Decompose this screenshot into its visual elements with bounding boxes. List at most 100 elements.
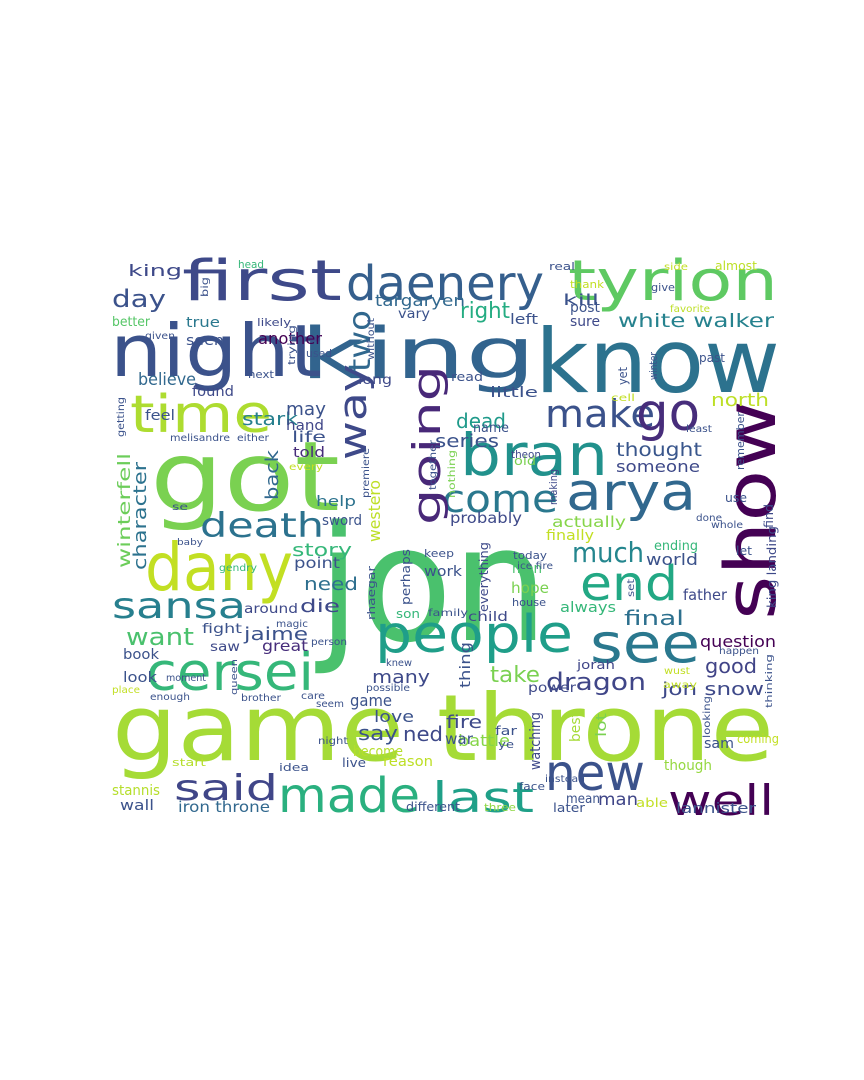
word-happen: happen: [719, 646, 759, 657]
word-north: north: [711, 390, 769, 411]
word-two: two: [343, 310, 378, 372]
word-night: night: [110, 309, 322, 393]
word-give: give: [651, 281, 675, 294]
word-premiere: premiere: [361, 448, 372, 498]
word-daenery: daenery: [346, 256, 544, 312]
word-winter: winter: [647, 352, 660, 380]
word-start: start: [172, 756, 207, 769]
word-next: next: [248, 368, 275, 381]
word-wall: wall: [120, 798, 154, 814]
word-actually: actually: [552, 513, 626, 531]
word-though: though: [664, 758, 712, 774]
word-today: today: [513, 549, 548, 562]
word-better: better: [112, 315, 151, 330]
word-watching: watching: [528, 712, 544, 770]
word-sword: sword: [322, 513, 362, 529]
word-use: use: [725, 491, 747, 505]
word-looking: looking: [702, 696, 713, 738]
word-book: book: [123, 647, 160, 663]
word-time: time: [130, 385, 272, 445]
word-live: live: [342, 756, 366, 770]
word-king-landing: king landing: [765, 526, 779, 608]
word-cell: cell: [611, 393, 635, 404]
word-queen: queen: [230, 659, 240, 695]
word-either: either: [237, 433, 270, 444]
word-white-walker: white walker: [618, 310, 774, 332]
word-remember: remember: [734, 412, 747, 470]
word-true: true: [186, 315, 220, 331]
word-person: person: [311, 637, 347, 648]
word-theon: theon: [511, 448, 541, 461]
word-read: read: [451, 370, 483, 384]
word-brother: brother: [241, 693, 282, 704]
word-made: made: [278, 768, 420, 824]
word-let: let: [736, 544, 752, 558]
word-well: well: [668, 776, 774, 825]
word-name: name: [473, 421, 509, 436]
word-fire: fire: [446, 712, 482, 733]
word-everything: everything: [477, 542, 491, 612]
word-big: big: [200, 277, 211, 297]
word-lannister: lannister: [676, 801, 756, 817]
word-become: become: [353, 744, 403, 760]
word-perhaps: perhaps: [399, 549, 413, 605]
word-care: care: [301, 691, 325, 702]
word-final: final: [624, 606, 684, 630]
word-arya: arya: [566, 463, 696, 523]
word-three: three: [484, 801, 516, 814]
word-another: another: [258, 329, 322, 348]
word-many: many: [372, 667, 430, 688]
word-fight: fight: [202, 622, 242, 637]
word-show: show: [710, 400, 792, 620]
word-almost: almost: [715, 259, 757, 273]
word-question: question: [700, 632, 776, 651]
word-love: love: [374, 707, 414, 726]
word-men: men: [512, 561, 542, 577]
word-death: death: [200, 506, 324, 546]
word-set: set: [626, 579, 637, 597]
word-seen: seen: [186, 333, 224, 349]
word-said: said: [174, 768, 278, 809]
word-together: together: [428, 439, 439, 490]
word-gendry: gendry: [219, 563, 257, 574]
word-war: war: [445, 730, 474, 748]
word-right: right: [460, 299, 510, 324]
word-head: head: [238, 258, 264, 271]
word-son: son: [396, 607, 420, 621]
word-stannis: stannis: [112, 783, 160, 799]
word-far: far: [495, 724, 517, 738]
word-always: always: [560, 600, 616, 616]
word-say: say: [358, 721, 398, 745]
word-take: take: [490, 663, 540, 688]
word-jon: jon: [315, 491, 548, 678]
word-left: left: [510, 312, 539, 328]
word-series: series: [435, 431, 499, 452]
word-end: end: [580, 556, 678, 612]
word-reason: reason: [383, 754, 433, 770]
word-people: people: [375, 605, 573, 665]
word-used: used: [306, 347, 332, 360]
word-thing: thing: [458, 642, 474, 688]
word-may: may: [286, 399, 326, 420]
word-mean: mean: [566, 792, 600, 807]
word-sam: sam: [704, 736, 734, 752]
word-father: father: [683, 586, 728, 604]
word-rhaegar: rhaegar: [365, 565, 378, 620]
word-place: place: [112, 685, 140, 696]
word-work: work: [424, 564, 463, 580]
word-best: best: [568, 712, 584, 742]
word-whole: whole: [711, 520, 743, 531]
word-believe: believe: [138, 370, 196, 390]
word-probably: probably: [450, 509, 522, 527]
word-old: old: [514, 454, 536, 468]
word-enough: enough: [150, 692, 190, 703]
word-magic: magic: [276, 619, 308, 630]
word-know: know: [535, 310, 780, 413]
word-past: past: [699, 351, 725, 365]
word-thinking: thinking: [765, 654, 775, 708]
word-dead: dead: [456, 409, 506, 433]
word-side: side: [664, 262, 688, 273]
word-house: house: [512, 596, 546, 609]
word-without: without: [366, 318, 377, 360]
